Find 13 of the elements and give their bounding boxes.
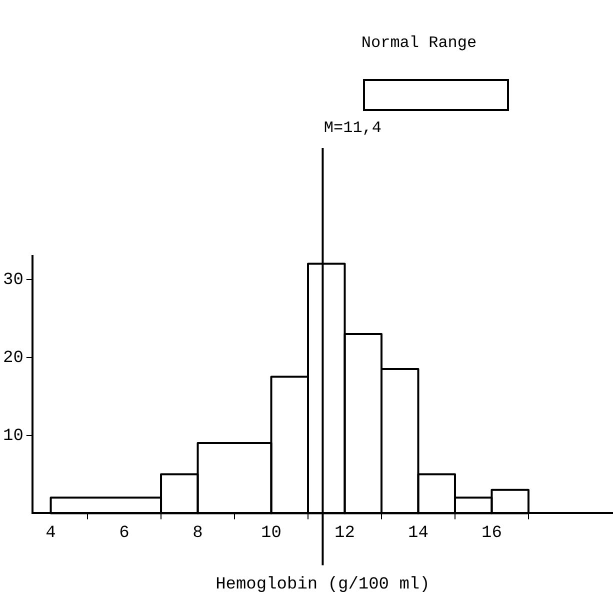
x-tick-label: 6: [119, 524, 130, 543]
x-tick-label: 10: [261, 524, 282, 543]
x-tick-label: 16: [482, 524, 502, 543]
text: Normal Range: [361, 34, 477, 52]
y-tick-label: 10: [2, 426, 24, 446]
x-tick-label: 14: [408, 524, 428, 543]
x-tick-label: 4: [46, 524, 56, 543]
x-tick-label: 12: [334, 524, 355, 543]
y-tick-label: 30: [2, 270, 24, 290]
ref-line-label: M=11,4: [324, 119, 382, 137]
y-tick-label: 20: [2, 348, 24, 368]
x-tick-label: 8: [192, 524, 203, 543]
x-axis-title: Hemoglobin (g/100 ml): [216, 575, 430, 594]
